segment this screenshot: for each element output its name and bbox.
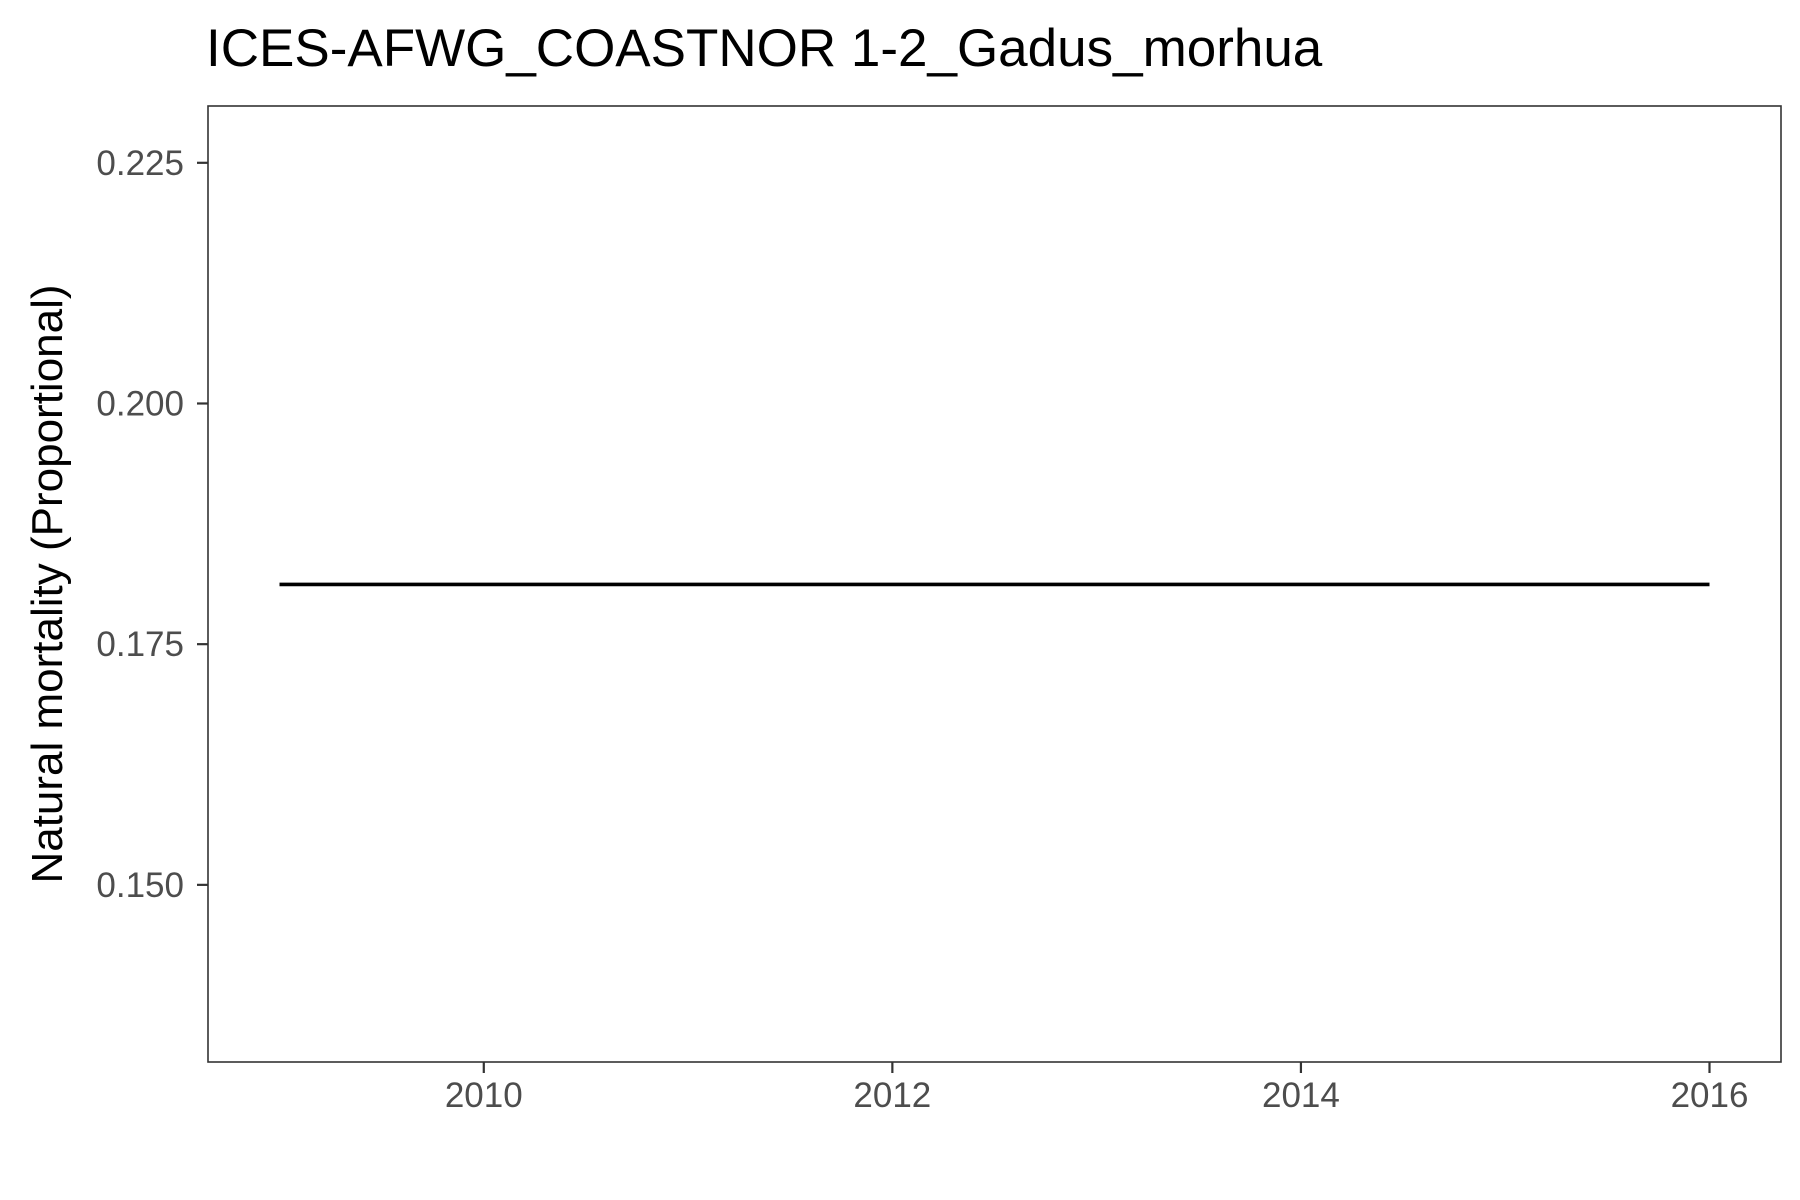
x-tick-label: 2016 bbox=[1671, 1076, 1749, 1115]
x-tick-label: 2010 bbox=[445, 1076, 523, 1115]
x-tick-label: 2014 bbox=[1262, 1076, 1340, 1115]
x-tick-label: 2012 bbox=[853, 1076, 931, 1115]
y-tick-label: 0.150 bbox=[96, 866, 184, 905]
y-tick-label: 0.225 bbox=[96, 144, 184, 183]
y-tick-label: 0.200 bbox=[96, 384, 184, 423]
y-tick-label: 0.175 bbox=[96, 625, 184, 664]
x-axis: 2010 2012 2014 2016 bbox=[445, 1062, 1749, 1115]
y-axis: 0.150 0.175 0.200 0.225 bbox=[96, 144, 208, 905]
y-axis-title: Natural mortality (Proportional) bbox=[23, 284, 72, 883]
chart-title: ICES-AFWG_COASTNOR 1-2_Gadus_morhua bbox=[206, 19, 1323, 78]
